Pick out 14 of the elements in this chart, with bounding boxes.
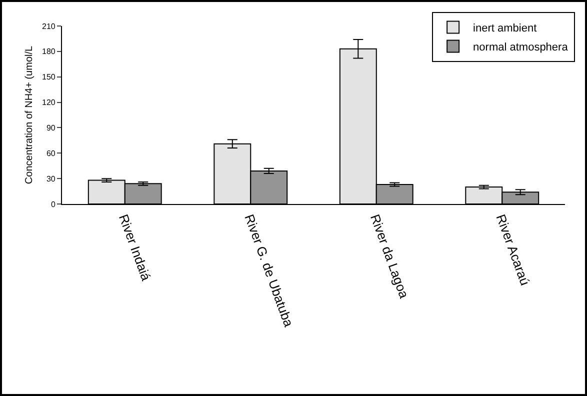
y-tick-label: 0 <box>50 200 56 209</box>
y-tick-label: 30 <box>46 174 56 184</box>
y-tick-label: 60 <box>46 148 56 158</box>
y-tick-label: 90 <box>46 124 56 133</box>
x-tick-label: River da Lagoa <box>367 212 412 301</box>
legend-label: inert ambient <box>473 22 537 35</box>
y-tick-label: 180 <box>42 47 56 56</box>
y-tick-label: 120 <box>42 98 56 108</box>
legend-label: normal atmosphera <box>473 42 569 54</box>
x-tick-label: River G. de Ubatuba <box>242 212 297 330</box>
y-tick-label: 150 <box>42 72 56 82</box>
y-tick-label: 210 <box>42 22 56 31</box>
x-tick-label: River Indaiá <box>116 212 154 284</box>
y-axis-title: Concentration of NH4+ (umol/L <box>24 46 35 184</box>
